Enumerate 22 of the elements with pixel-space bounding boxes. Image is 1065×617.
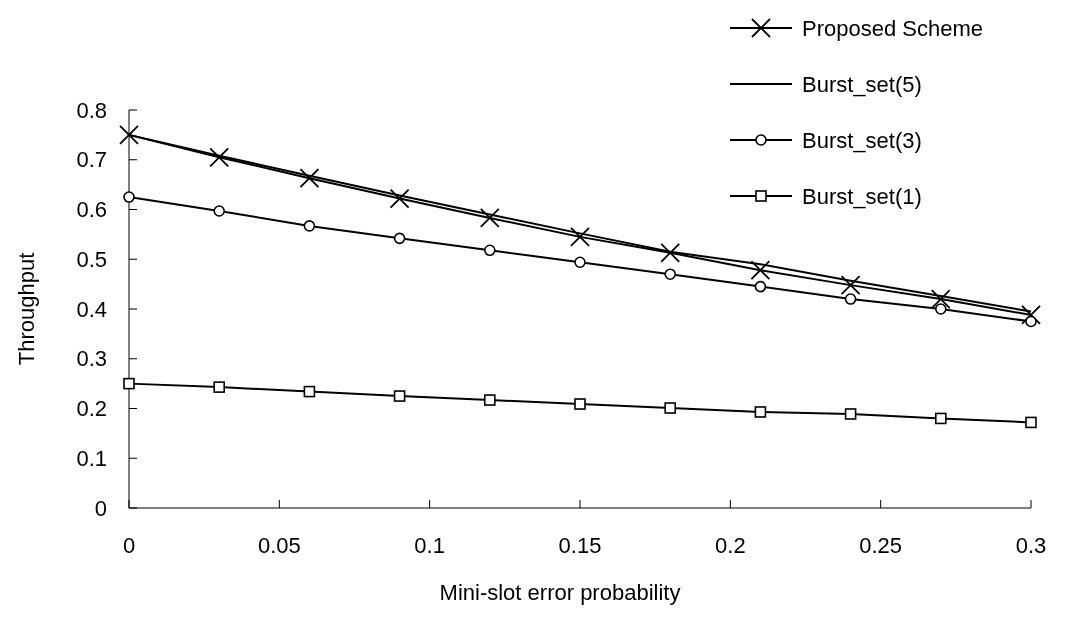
legend-label: Burst_set(1) bbox=[802, 183, 922, 209]
x-tick-label: 0.1 bbox=[414, 533, 445, 558]
y-tick-label: 0.4 bbox=[76, 296, 107, 322]
x-axis-title: Mini-slot error probability bbox=[439, 580, 681, 605]
x-tick-label: 0 bbox=[122, 533, 136, 558]
legend-label: Burst_set(3) bbox=[802, 127, 922, 153]
y-tick-label: 0.7 bbox=[76, 147, 107, 173]
y-axis-title: Throughput bbox=[14, 252, 39, 366]
legend-label: Proposed Scheme bbox=[802, 15, 983, 41]
x-tick-label: 0.25 bbox=[859, 533, 903, 558]
y-tick-label: 0.6 bbox=[76, 197, 107, 222]
y-tick-label: 0.3 bbox=[76, 346, 107, 372]
y-tick-label: 0.2 bbox=[76, 396, 107, 421]
x-tick-label: 0.15 bbox=[558, 533, 602, 558]
y-tick-label: 0.5 bbox=[76, 246, 107, 272]
x-tick-label: 0.05 bbox=[257, 533, 301, 558]
legend-label: Burst_set(5) bbox=[802, 71, 922, 97]
x-tick-label: 0.2 bbox=[715, 533, 746, 558]
y-tick-label: 0.8 bbox=[76, 97, 107, 123]
x-tick-label: 0.3 bbox=[1015, 533, 1047, 558]
y-tick-label: 0 bbox=[94, 495, 107, 521]
y-tick-label: 0.1 bbox=[76, 445, 107, 471]
